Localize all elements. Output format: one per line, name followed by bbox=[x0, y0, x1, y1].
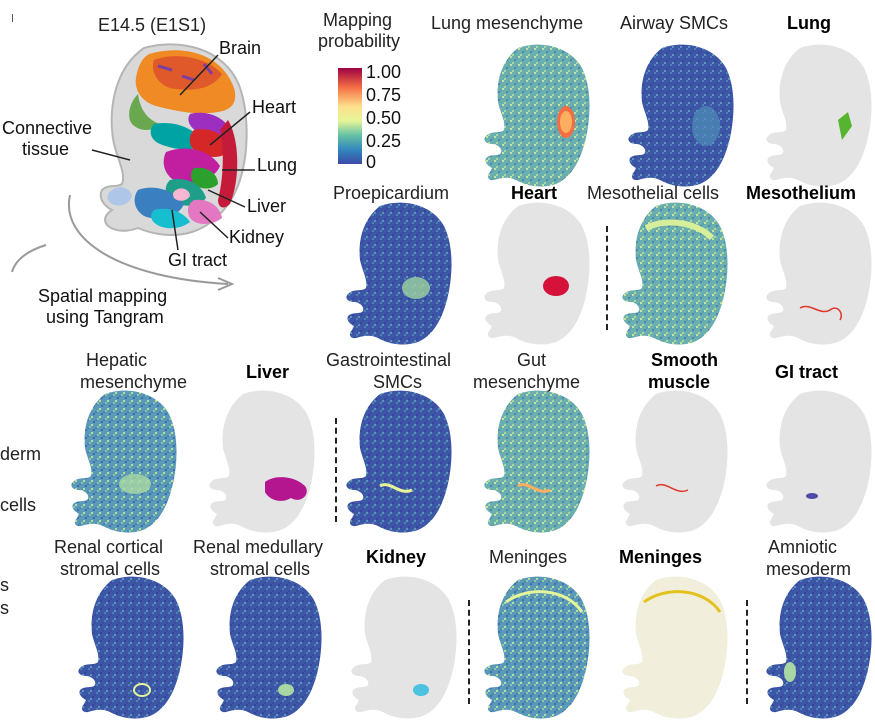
divider-row3 bbox=[335, 418, 337, 522]
anno-kidney bbox=[345, 572, 460, 722]
label-proepicardium: Proepicardium bbox=[333, 183, 450, 203]
anno-smooth-muscle bbox=[616, 386, 731, 536]
label-meninges-map: Meninges bbox=[489, 547, 568, 567]
map-gut-mesenchyme bbox=[478, 386, 593, 536]
divider-row4-a bbox=[468, 600, 470, 704]
cropped-label-3: s bbox=[0, 575, 9, 595]
anno-gi-tract bbox=[760, 386, 875, 536]
map-lung-mesenchyme bbox=[478, 40, 593, 190]
annotation-connective-2: tissue bbox=[22, 139, 70, 159]
map-renal-medullary bbox=[210, 572, 325, 722]
anno-heart bbox=[478, 198, 593, 348]
label-mesothelial-cells: Mesothelial cells bbox=[587, 183, 720, 203]
colorbar-tick-050: 0.50 bbox=[366, 108, 402, 128]
colorbar-tick-025: 0.25 bbox=[366, 131, 402, 151]
colorbar-tick-100: 1.00 bbox=[366, 62, 402, 82]
label-hepatic-2: mesenchyme bbox=[80, 372, 188, 392]
label-hepatic-1: Hepatic bbox=[86, 350, 148, 370]
label-renal-medullary-1: Renal medullary bbox=[193, 537, 324, 557]
label-amniotic-2: mesoderm bbox=[766, 559, 852, 579]
colorbar bbox=[338, 68, 362, 164]
annotation-gi-tract: GI tract bbox=[168, 250, 228, 270]
label-heart: Heart bbox=[511, 183, 558, 203]
colorbar-tick-075: 0.75 bbox=[366, 85, 402, 105]
annotation-lung: Lung bbox=[257, 155, 298, 175]
label-renal-cortical-1: Renal cortical bbox=[54, 537, 164, 557]
annotation-liver: Liver bbox=[247, 196, 287, 216]
label-gi-tract: GI tract bbox=[775, 362, 839, 382]
label-airway-smcs: Airway SMCs bbox=[620, 13, 729, 33]
anno-meninges bbox=[616, 572, 731, 722]
label-renal-cortical-2: stromal cells bbox=[60, 559, 161, 579]
cropped-label-2: cells bbox=[0, 495, 37, 515]
label-gi-smcs-2: SMCs bbox=[373, 372, 422, 392]
colorbar-title-1: Mapping bbox=[323, 10, 393, 30]
colorbar-title-2: probability bbox=[318, 31, 401, 51]
label-mesothelium: Mesothelium bbox=[746, 183, 857, 203]
overview-embryo bbox=[99, 43, 248, 236]
label-smooth-muscle-1: Smooth bbox=[651, 350, 718, 370]
map-proepicardium bbox=[340, 198, 455, 348]
label-lung: Lung bbox=[787, 13, 831, 33]
annotation-kidney: Kidney bbox=[229, 227, 285, 247]
label-gut-2: mesenchyme bbox=[473, 372, 581, 392]
cropped-label-1: derm bbox=[0, 444, 42, 464]
left-tick-mark bbox=[12, 14, 13, 22]
map-mesothelial-cells bbox=[616, 198, 731, 348]
map-hepatic-mesenchyme bbox=[65, 386, 180, 536]
map-gi-smcs bbox=[340, 386, 455, 536]
colorbar-tick-0: 0 bbox=[366, 152, 377, 172]
divider-row4-b bbox=[746, 600, 748, 704]
map-airway-smcs bbox=[622, 40, 737, 190]
divider-row2 bbox=[606, 226, 608, 330]
annotation-brain: Brain bbox=[219, 38, 262, 58]
arrow-label-2: using Tangram bbox=[46, 307, 164, 327]
label-gut-1: Gut bbox=[517, 350, 547, 370]
label-gi-smcs-1: Gastrointestinal bbox=[326, 350, 452, 370]
label-renal-medullary-2: stromal cells bbox=[210, 559, 311, 579]
label-meninges-anno: Meninges bbox=[619, 547, 703, 567]
label-liver: Liver bbox=[246, 362, 290, 382]
anno-liver bbox=[203, 386, 318, 536]
annotation-connective-1: Connective bbox=[2, 118, 93, 138]
anno-lung bbox=[760, 40, 875, 190]
overview-title: E14.5 (E1S1) bbox=[98, 15, 207, 35]
map-amniotic-mesoderm bbox=[760, 572, 875, 722]
annotation-leader-lines bbox=[11, 54, 255, 291]
label-amniotic-1: Amniotic bbox=[768, 537, 838, 557]
label-kidney: Kidney bbox=[366, 547, 427, 567]
cropped-label-4: s bbox=[0, 598, 9, 618]
map-meninges bbox=[478, 572, 593, 722]
annotation-heart: Heart bbox=[252, 97, 297, 117]
map-renal-cortical bbox=[72, 572, 187, 722]
arrow-label-1: Spatial mapping bbox=[38, 286, 168, 306]
label-lung-mesenchyme: Lung mesenchyme bbox=[431, 13, 584, 33]
label-smooth-muscle-2: muscle bbox=[648, 372, 711, 392]
anno-mesothelium bbox=[760, 198, 875, 348]
